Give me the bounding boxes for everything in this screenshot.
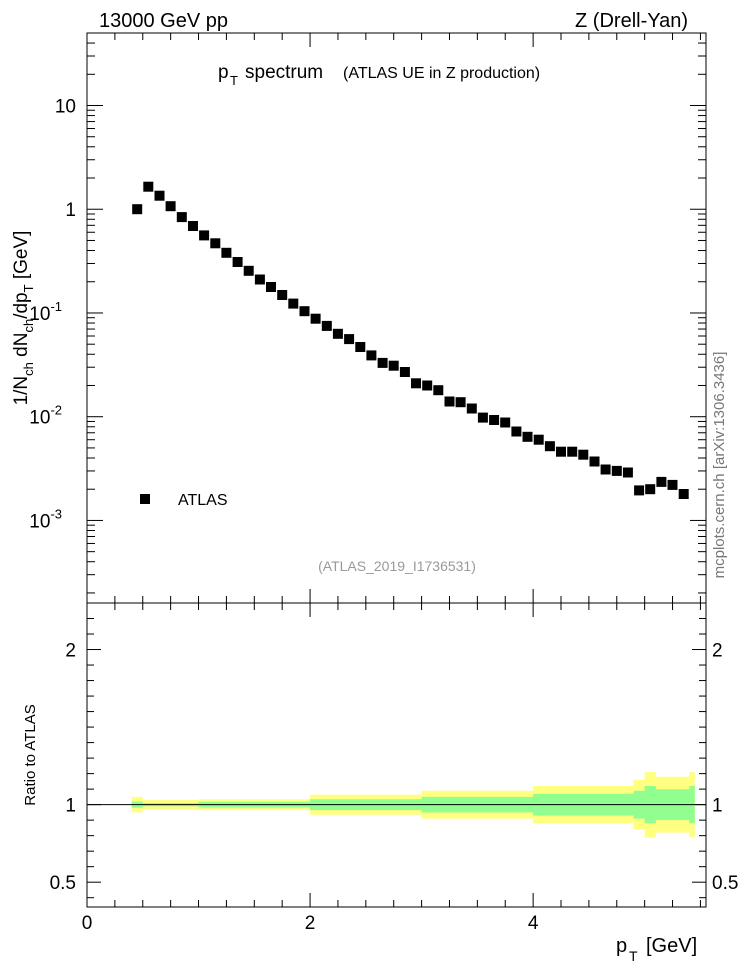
data-point bbox=[254, 274, 265, 285]
y-tick-label: 10-2 bbox=[29, 403, 62, 429]
data-point bbox=[355, 342, 366, 352]
y-tick-label: 10-3 bbox=[29, 506, 62, 532]
data-point bbox=[556, 446, 566, 457]
ratio-y-tick-label: 2 bbox=[65, 641, 76, 662]
header-right: Z (Drell-Yan) bbox=[575, 10, 688, 32]
data-point bbox=[176, 212, 187, 223]
x-axis-label: p T [GeV] bbox=[616, 935, 697, 964]
data-point bbox=[600, 464, 611, 475]
y-tick-label: 10-1 bbox=[29, 299, 62, 325]
data-point bbox=[589, 456, 600, 467]
x-tick-label: 4 bbox=[528, 913, 539, 934]
legend-label-atlas: ATLAS bbox=[178, 492, 228, 509]
data-point bbox=[143, 181, 154, 192]
svg-text:1/Nch dNch/dpT [GeV]: 1/Nch dNch/dpT [GeV] bbox=[11, 231, 36, 406]
axes-layer: 0 2 4 10 1 10-1 10-2 10-3 2 2 1 1 0.5 0.5 bbox=[29, 32, 738, 934]
data-point bbox=[645, 484, 656, 495]
data-point bbox=[210, 238, 221, 249]
data-point bbox=[477, 412, 488, 423]
data-point bbox=[611, 465, 622, 476]
data-point bbox=[544, 441, 555, 452]
data-point bbox=[377, 357, 388, 368]
data-point bbox=[388, 360, 399, 371]
data-point bbox=[366, 350, 377, 361]
data-point bbox=[511, 426, 522, 437]
data-point bbox=[221, 247, 232, 258]
data-point bbox=[500, 417, 511, 428]
data-point bbox=[199, 230, 210, 241]
ratio-y-tick-label-right: 2 bbox=[712, 641, 723, 662]
data-point bbox=[332, 328, 343, 339]
ratio-y-tick-label-right: 0.5 bbox=[712, 873, 738, 894]
svg-text:[GeV]: [GeV] bbox=[646, 935, 697, 957]
data-point bbox=[266, 282, 276, 292]
data-point bbox=[165, 201, 176, 212]
data-point bbox=[634, 485, 645, 496]
data-point bbox=[667, 479, 678, 490]
data-point bbox=[132, 204, 143, 215]
ratio-y-tick-label: 1 bbox=[65, 796, 76, 817]
side-label: mcplots.cern.ch [arXiv:1306.3436] bbox=[711, 352, 728, 579]
data-point bbox=[567, 446, 578, 457]
data-point bbox=[344, 334, 355, 345]
ratio-y-label: Ratio to ATLAS bbox=[22, 704, 39, 805]
data-point bbox=[578, 449, 589, 460]
data-point bbox=[411, 378, 421, 389]
ratio-layer bbox=[87, 772, 706, 838]
data-point bbox=[533, 434, 544, 445]
svg-text:T: T bbox=[629, 948, 638, 964]
header-left: 13000 GeV pp bbox=[99, 10, 228, 32]
data-point bbox=[232, 257, 243, 267]
plot-title: p T spectrum (ATLAS UE in Z production) bbox=[218, 62, 540, 88]
svg-text:T: T bbox=[230, 73, 238, 88]
data-point bbox=[444, 396, 455, 407]
data-points bbox=[132, 181, 689, 499]
analysis-id: (ATLAS_2019_I1736531) bbox=[318, 558, 476, 574]
data-point bbox=[154, 190, 165, 201]
data-point bbox=[678, 489, 689, 499]
y-tick-label: 10 bbox=[55, 97, 76, 118]
main-panel-frame bbox=[86, 32, 707, 604]
data-point bbox=[422, 380, 433, 391]
ratio-y-tick-label: 0.5 bbox=[50, 873, 76, 894]
y-tick-label: 1 bbox=[65, 200, 76, 221]
data-point bbox=[656, 476, 667, 487]
x-tick-label: 2 bbox=[305, 913, 316, 934]
data-point bbox=[399, 367, 410, 377]
data-point bbox=[321, 320, 332, 331]
ratio-y-tick-label-right: 1 bbox=[712, 796, 723, 817]
svg-text:p: p bbox=[616, 935, 627, 957]
svg-text:(ATLAS UE in Z production): (ATLAS UE in Z production) bbox=[343, 65, 540, 82]
data-point bbox=[522, 431, 533, 442]
legend-marker-atlas bbox=[140, 494, 150, 504]
data-point bbox=[455, 397, 466, 408]
data-point bbox=[310, 313, 321, 324]
data-point bbox=[299, 306, 310, 317]
data-point bbox=[277, 290, 288, 300]
data-point bbox=[243, 265, 254, 276]
data-point bbox=[489, 415, 500, 425]
data-point bbox=[288, 298, 299, 309]
data-point bbox=[188, 221, 198, 231]
svg-text:spectrum: spectrum bbox=[245, 62, 323, 83]
data-point bbox=[466, 403, 477, 414]
legend: ATLAS bbox=[140, 492, 228, 509]
y-axis-label: 1/Nch dNch/dpT [GeV] bbox=[11, 231, 36, 406]
svg-text:p: p bbox=[218, 62, 229, 83]
x-tick-label: 0 bbox=[82, 913, 93, 934]
data-point bbox=[622, 467, 633, 478]
data-point bbox=[433, 385, 444, 396]
ratio-panel-frame bbox=[86, 602, 707, 908]
